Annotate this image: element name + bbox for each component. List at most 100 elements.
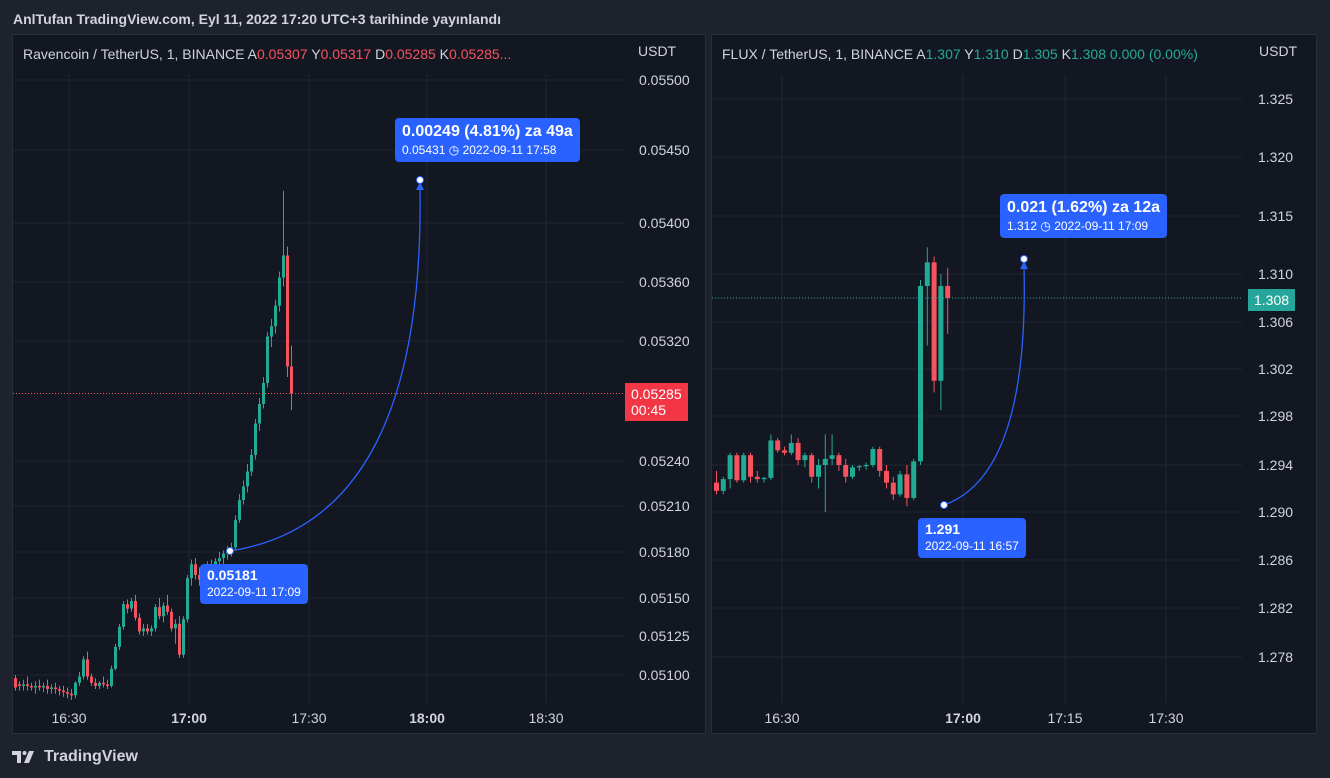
ohlc-key: K <box>1057 46 1071 62</box>
candle-body <box>870 449 876 465</box>
y-tick-label: 1.282 <box>1258 600 1293 616</box>
candle-body <box>82 659 85 677</box>
candle-body <box>50 687 53 690</box>
candle-body <box>768 440 774 478</box>
x-tick-label: 16:30 <box>764 710 799 726</box>
candle-body <box>218 558 221 562</box>
ravencoin-target-time: 2022-09-11 17:58 <box>462 143 557 157</box>
x-tick-label: 17:00 <box>945 710 981 726</box>
candle-body <box>90 676 93 683</box>
y-tick-label: 1.302 <box>1258 361 1293 377</box>
ravencoin-measure-change: 0.00249 (4.81%) za 49a <box>402 123 573 140</box>
ohlc-value: 0.05317 <box>320 46 372 62</box>
tradingview-footer[interactable]: TradingView <box>12 744 138 770</box>
candle-body <box>775 440 781 451</box>
y-tick-label: 1.325 <box>1258 91 1293 107</box>
measure-arrowhead <box>1020 261 1028 269</box>
measure-curve <box>943 266 1025 506</box>
candle-body <box>146 628 149 632</box>
candle-body <box>78 676 81 683</box>
candle-body <box>282 255 285 278</box>
measure-start-point <box>940 501 948 509</box>
candle-body <box>877 449 883 471</box>
candle-body <box>850 467 855 477</box>
y-tick-label: 1.315 <box>1258 208 1293 224</box>
ohlc-value: 0.05285... <box>449 46 512 62</box>
y-tick-label: 0.05240 <box>639 453 690 469</box>
candle-body <box>242 486 245 500</box>
ravencoin-last-price-tag: 0.05285 00:45 <box>625 383 688 421</box>
ravencoin-start-callout: 0.05181 2022-09-11 17:09 <box>200 564 308 604</box>
candle-body <box>754 476 760 480</box>
candle-body <box>714 482 719 491</box>
ravencoin-measure-callout: 0.00249 (4.81%) za 49a 0.05431 ◷ 2022-09… <box>395 118 580 162</box>
candle-body <box>190 564 193 579</box>
candle-body <box>130 601 133 609</box>
clock-icon: ◷ <box>448 143 460 157</box>
flux-start-callout: 1.291 2022-09-11 16:57 <box>918 518 1026 558</box>
ohlc-value: 0.05307 <box>256 46 308 62</box>
candle-body <box>182 619 185 655</box>
candle-body <box>727 455 733 480</box>
candle-body <box>18 684 21 686</box>
clock-icon: ◷ <box>1040 219 1051 233</box>
ohlc-key: Y <box>307 46 321 62</box>
flux-chart-svg[interactable]: 1.325 1.320 1.315 1.310 1.306 1.302 1.298 1.294… <box>712 35 1317 734</box>
y-tick-label: 1.298 <box>1258 408 1293 424</box>
chart-pane-ravencoin[interactable]: 0.05500 0.05450 0.05400 0.05360 0.05320 0.052… <box>12 34 706 734</box>
candle-body <box>945 286 951 298</box>
y-tick-label: 0.05320 <box>639 333 690 349</box>
ravencoin-chart-svg[interactable]: 0.05500 0.05450 0.05400 0.05360 0.05320 0.052… <box>13 35 706 734</box>
candle-body <box>748 455 753 477</box>
ohlc-value: 1.307 <box>925 46 961 62</box>
x-tick-label: 17:30 <box>1148 710 1183 726</box>
flux-start-price: 1.291 <box>925 521 961 537</box>
x-tick-label: 16:30 <box>51 710 86 726</box>
ohlc-value: 0.000 (0.00%) <box>1109 46 1198 62</box>
flux-legend: FLUX / TetherUS, 1, BINANCE A1.307 Y1.31… <box>722 46 1198 62</box>
candle-body <box>788 442 794 453</box>
candle-body <box>194 564 197 575</box>
candle-body <box>246 471 249 487</box>
x-tick-label: 17:30 <box>291 710 326 726</box>
y-tick-label: 1.278 <box>1258 649 1293 665</box>
flux-measure-target: 1.312 ◷ 2022-09-11 17:09 <box>1007 219 1160 233</box>
flux-measure-callout: 0.021 (1.62%) za 12a 1.312 ◷ 2022-09-11 … <box>1000 194 1167 238</box>
candle-body <box>110 668 113 686</box>
candle-body <box>816 465 821 477</box>
candle-body <box>126 604 129 609</box>
candle-body <box>911 461 917 498</box>
ohlc-key: D <box>371 46 386 62</box>
candle-body <box>938 286 944 381</box>
y-tick-label: 0.05500 <box>639 72 690 88</box>
candle-body <box>118 626 121 647</box>
candle-body <box>278 277 281 306</box>
x-tick-label: 18:30 <box>528 710 563 726</box>
candle-body <box>70 693 73 696</box>
candle-body <box>162 605 165 617</box>
candle-body <box>741 455 747 481</box>
ravencoin-start-price: 0.05181 <box>207 567 258 583</box>
ohlc-value: 1.310 <box>973 46 1009 62</box>
publish-info: AnlTufan TradingView.com, Eyl 11, 2022 1… <box>13 11 501 27</box>
candle-body <box>26 684 29 686</box>
candle-body <box>890 482 896 495</box>
flux-last-price-tag: 1.308 <box>1248 289 1296 311</box>
candle-body <box>720 479 726 491</box>
candle-body <box>924 262 930 286</box>
chart-pane-flux[interactable]: 1.325 1.320 1.315 1.310 1.306 1.302 1.298 1.294… <box>711 34 1317 734</box>
candle-body <box>250 455 253 472</box>
tradingview-brand: TradingView <box>44 748 138 765</box>
candle-body <box>290 366 293 394</box>
candle-body <box>843 465 849 477</box>
candle-body <box>822 458 828 465</box>
ravencoin-symbol: Ravencoin / TetherUS, 1, BINANCE <box>23 46 245 62</box>
ohlc-key: A <box>247 46 257 62</box>
candle-body <box>166 605 169 612</box>
y-tick-label: 0.05400 <box>639 215 690 231</box>
measure-end-point <box>1020 255 1028 263</box>
candle-body <box>186 578 189 620</box>
y-tick-label: 0.05150 <box>639 590 690 606</box>
candle-body <box>809 455 815 477</box>
y-tick-label: 0.05450 <box>639 142 690 158</box>
